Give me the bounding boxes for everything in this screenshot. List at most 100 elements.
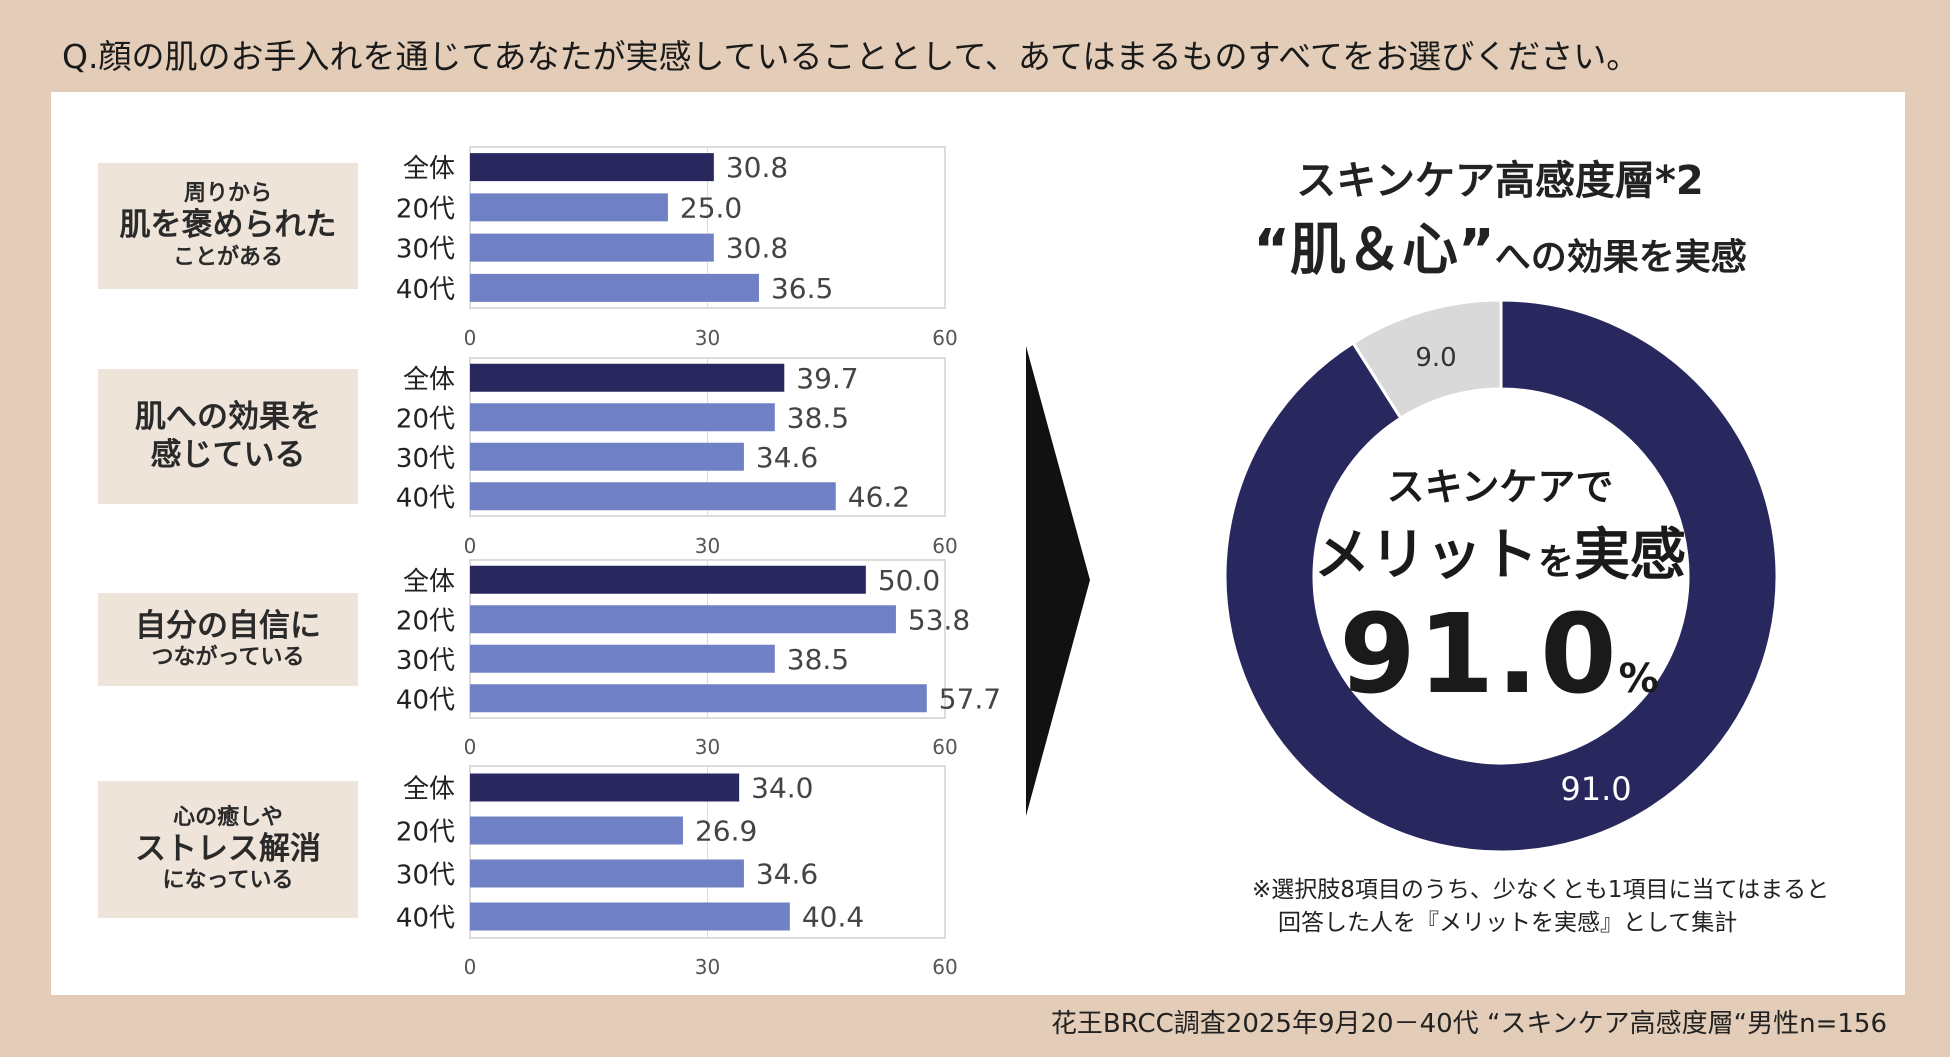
bar: [470, 233, 714, 262]
slice-label: 91.0: [1560, 770, 1631, 808]
axis-tick-label: 0: [464, 326, 477, 350]
bar: [470, 816, 683, 845]
subheading-small: への効果を実感: [1494, 237, 1747, 278]
category-tick-label: 全体: [403, 154, 455, 184]
category-label-line: 周りから: [183, 181, 272, 207]
center-value: 91.0%: [1300, 590, 1700, 718]
axis-tick-label: 60: [932, 955, 957, 979]
data-label: 30.8: [726, 232, 788, 265]
data-label: 38.5: [787, 401, 849, 434]
source-footer: 花王BRCC調査2025年9月20－40代 “スキンケア高感度層“男性n=156: [1050, 1009, 1887, 1039]
category-label-line: 肌を褒められた: [119, 207, 337, 244]
data-label: 34.6: [756, 441, 818, 474]
data-label: 46.2: [848, 480, 910, 513]
bar: [470, 644, 775, 673]
data-label: 34.0: [751, 772, 813, 805]
center-value-number: 91.0: [1339, 590, 1619, 718]
bar: [470, 193, 668, 222]
arrow-right-icon: [1026, 346, 1090, 816]
data-label: 34.6: [756, 858, 818, 891]
axis-tick-label: 30: [695, 534, 720, 558]
category-label-line: 心の癒しや: [173, 804, 283, 830]
bar-chart-4: 34.0 全体 26.9 20代 34.6 30代 40.4 40代 0 30 60: [396, 765, 958, 979]
category-tick-label: 20代: [396, 606, 455, 636]
data-label: 30.8: [726, 151, 788, 184]
category-label-box: 肌への効果を 感じている: [98, 369, 358, 504]
center-text-2: メリットを実感: [1300, 510, 1700, 591]
bar-chart-3: 50.0 全体 53.8 20代 38.5 30代 57.7 40代 0 30 60: [396, 559, 1001, 759]
category-label-line: になっている: [162, 868, 294, 894]
axis-tick-label: 60: [932, 534, 957, 558]
category-tick-label: 40代: [396, 685, 455, 715]
content-panel: [51, 92, 1905, 995]
bar-chart-2: 39.7 全体 38.5 20代 34.6 30代 46.2 40代 0 30 60: [396, 357, 958, 558]
bar: [470, 482, 836, 511]
category-tick-label: 40代: [396, 275, 455, 305]
bar: [470, 773, 740, 802]
category-tick-label: 30代: [396, 235, 455, 265]
slice-label: 9.0: [1415, 343, 1456, 373]
category-label-box: 周りから 肌を褒められた ことがある: [98, 163, 358, 289]
category-tick-label: 20代: [396, 818, 455, 848]
axis-tick-label: 0: [464, 955, 477, 979]
question-title: Q.顔の肌のお手入れを通じてあなたが実感していることとして、あてはまるものすべて…: [62, 37, 1640, 76]
center-text-2c: 実感: [1574, 523, 1686, 588]
data-label: 26.9: [695, 815, 757, 848]
data-label: 38.5: [787, 643, 849, 676]
category-tick-label: 30代: [396, 646, 455, 676]
center-text-1: スキンケアで: [1386, 465, 1614, 509]
data-label: 25.0: [680, 191, 742, 224]
footnote-line-2: 回答した人を『メリットを実感』として集計: [1278, 910, 1738, 936]
axis-tick-label: 60: [932, 326, 957, 350]
bar: [470, 605, 896, 634]
bar: [470, 273, 759, 302]
axis-tick-label: 0: [464, 735, 477, 759]
bar-chart-1: 30.8 全体 25.0 20代 30.8 30代 36.5 40代 0 30 60: [396, 146, 958, 350]
donut-slice: [1225, 300, 1777, 852]
category-label-box: 自分の自信に つながっている: [98, 593, 358, 686]
category-tick-label: 全体: [403, 775, 455, 805]
subheading-big: “肌＆心”: [1253, 218, 1495, 283]
category-tick-label: 30代: [396, 444, 455, 474]
category-label-line: 自分の自信に: [135, 607, 321, 644]
bar: [470, 153, 714, 182]
category-tick-label: 40代: [396, 483, 455, 513]
center-text-2a: メリット: [1313, 523, 1538, 588]
bar: [470, 442, 744, 471]
donut-heading: スキンケア高感度層*2: [1296, 158, 1704, 204]
bar: [470, 403, 775, 432]
axis-tick-label: 30: [695, 955, 720, 979]
category-tick-label: 20代: [396, 404, 455, 434]
category-label-line: ことがある: [172, 244, 283, 270]
category-label-line: 肌への効果を: [135, 399, 321, 436]
footnote-line-1: ※選択肢8項目のうち、少なくとも1項目に当てはまると: [1252, 877, 1830, 903]
center-value-unit: %: [1618, 656, 1661, 702]
category-label-line: ストレス解消: [135, 830, 321, 867]
category-tick-label: 40代: [396, 904, 455, 934]
axis-tick-label: 0: [464, 534, 477, 558]
category-tick-label: 30代: [396, 861, 455, 891]
data-label: 50.0: [878, 564, 940, 597]
category-label-line: つながっている: [151, 644, 305, 670]
category-tick-label: 全体: [403, 567, 455, 597]
center-text-2b: を: [1537, 542, 1574, 583]
data-label: 53.8: [908, 603, 970, 636]
footnote: ※選択肢8項目のうち、少なくとも1項目に当てはまると 回答した人を『メリットを実…: [1252, 874, 1829, 940]
category-label-line: 感じている: [150, 436, 306, 473]
donut-chart: 91.0 9.0: [1225, 300, 1777, 852]
bar: [470, 565, 866, 594]
data-label: 40.4: [802, 901, 864, 934]
category-tick-label: 20代: [396, 194, 455, 224]
axis-tick-label: 60: [932, 735, 957, 759]
data-label: 36.5: [771, 272, 833, 305]
axis-tick-label: 30: [695, 326, 720, 350]
bar: [470, 684, 927, 713]
bar: [470, 363, 785, 392]
category-tick-label: 全体: [403, 365, 455, 395]
data-label: 57.7: [939, 682, 1001, 715]
donut-slice: [1351, 300, 1503, 421]
bar: [470, 902, 790, 931]
data-label: 39.7: [796, 362, 858, 395]
donut-subheading: “肌＆心”への効果を実感: [1150, 205, 1850, 286]
